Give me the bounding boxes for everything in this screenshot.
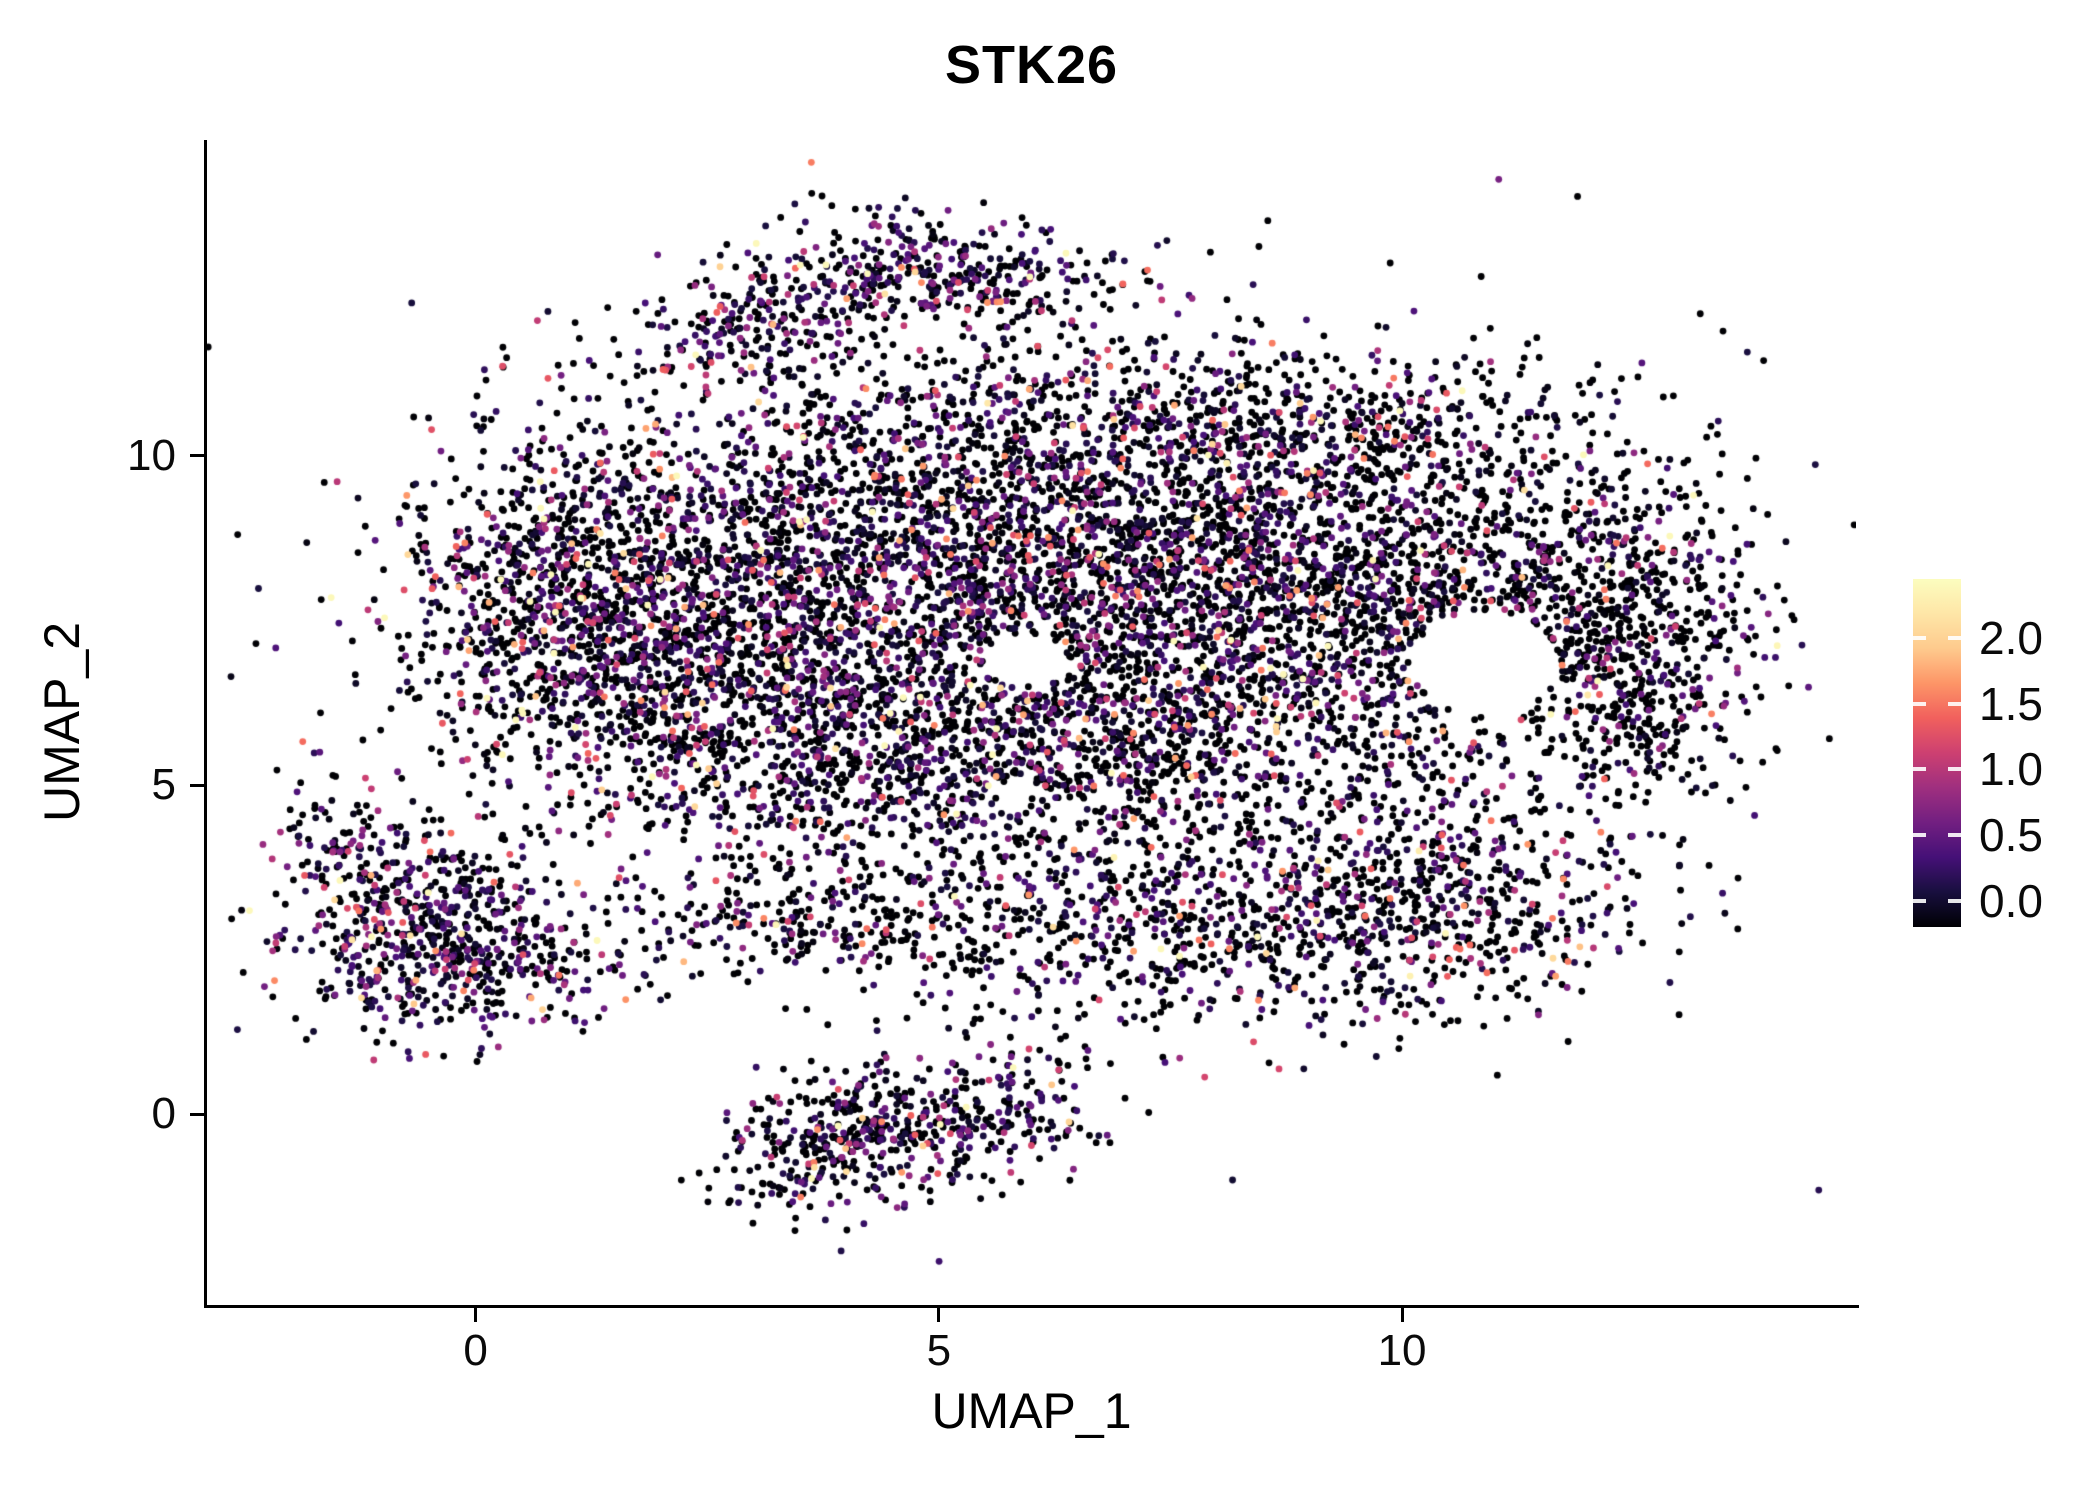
x-axis-title: UMAP_1 (931, 1383, 1132, 1439)
x-axis-line (204, 1305, 1859, 1308)
x-tick-label: 0 (463, 1326, 488, 1375)
y-tick-mark (190, 1112, 204, 1116)
colorbar-tick-mark (1913, 701, 1926, 706)
colorbar-tick-label: 0.0 (1979, 874, 2043, 927)
colorbar-tick-mark (1913, 898, 1926, 903)
y-tick-label: 10 (127, 430, 176, 480)
colorbar-tick-mark (1948, 898, 1961, 903)
colorbar-tick-mark (1913, 767, 1926, 772)
y-tick-label: 5 (151, 760, 176, 810)
scatter-points-canvas (207, 140, 1856, 1305)
colorbar-tick-mark (1948, 833, 1961, 838)
y-tick-mark (190, 454, 204, 458)
colorbar-tick-label: 0.5 (1979, 809, 2043, 862)
colorbar-tick-label: 1.5 (1979, 677, 2043, 730)
x-tick-mark (1400, 1308, 1404, 1322)
plot-panel (207, 140, 1856, 1305)
x-tick-label: 10 (1377, 1326, 1427, 1375)
colorbar-tick-mark (1948, 701, 1961, 706)
colorbar-tick-label: 2.0 (1979, 612, 2043, 665)
y-axis-line (204, 140, 207, 1308)
x-tick-label: 5 (926, 1326, 952, 1375)
y-tick-label: 0 (151, 1089, 176, 1139)
colorbar-gradient (1913, 579, 1961, 927)
y-tick-mark (190, 783, 204, 787)
colorbar-tick-mark (1913, 833, 1926, 838)
colorbar-tick-mark (1948, 767, 1961, 772)
x-tick-mark (937, 1308, 941, 1322)
plot-title: STK26 (944, 35, 1119, 95)
colorbar-tick-mark (1913, 636, 1926, 641)
x-tick-mark (474, 1308, 478, 1322)
y-axis-title: UMAP_2 (34, 621, 90, 823)
colorbar-tick-label: 1.0 (1979, 743, 2043, 796)
colorbar-tick-mark (1948, 636, 1961, 641)
